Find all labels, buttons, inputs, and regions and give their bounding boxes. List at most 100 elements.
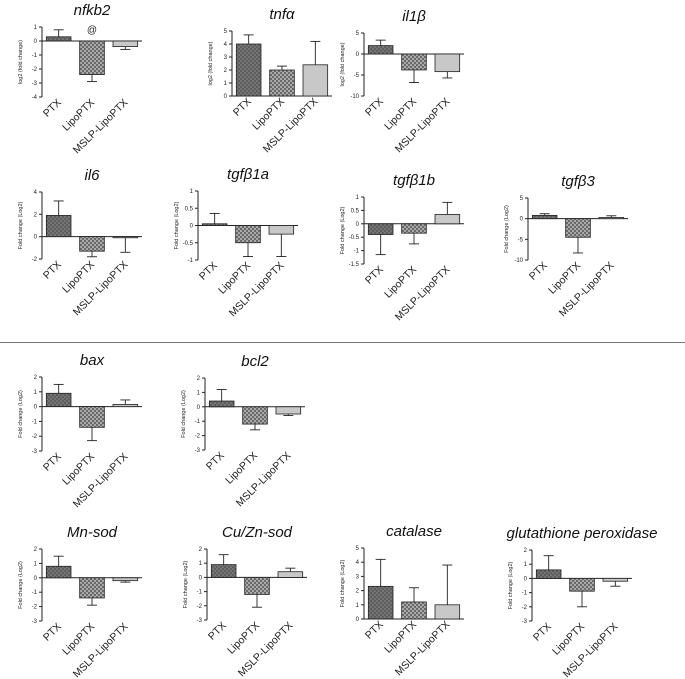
category-label: PTX — [531, 621, 554, 644]
y-tick-label: 0.5 — [351, 208, 360, 214]
category-label: PTX — [206, 620, 229, 643]
y-tick-label: -3 — [197, 618, 203, 624]
y-tick-label: 5 — [520, 196, 524, 202]
bar — [235, 225, 261, 244]
y-tick-label: 5 — [224, 29, 228, 35]
y-tick-label: 0 — [34, 235, 38, 241]
y-tick-label: 2 — [34, 547, 38, 553]
y-tick-label: 1 — [356, 603, 360, 609]
y-tick-label: 0.5 — [185, 206, 194, 212]
category-label: PTX — [363, 96, 386, 119]
y-tick-label: 0 — [199, 575, 203, 581]
category-label: PTX — [363, 619, 386, 642]
bar — [112, 236, 139, 239]
y-axis-label: Fold change (Log2) — [181, 390, 187, 438]
y-tick-label: 0 — [356, 222, 360, 228]
y-tick-label: -0.5 — [349, 235, 360, 241]
y-axis-label: Fold change (Log2) — [18, 201, 24, 249]
bar — [367, 45, 394, 55]
y-tick-label: -2 — [32, 257, 38, 263]
y-tick-label: -1 — [32, 53, 38, 59]
bar — [45, 392, 72, 407]
bar — [401, 223, 427, 234]
y-tick-label: 1 — [224, 81, 228, 87]
y-tick-label: -2 — [32, 434, 38, 440]
panel-title: tgfβ3 — [561, 173, 595, 190]
bar — [602, 578, 629, 582]
y-tick-label: -1 — [197, 590, 203, 596]
y-tick-label: -2 — [195, 434, 201, 440]
y-tick-label: -10 — [350, 94, 359, 100]
bar — [268, 225, 295, 235]
y-tick-label: 5 — [356, 546, 360, 552]
panel-5: tgfβ1b 1 0.5 0 -0.5 -1 -1.5 Fold change (Log2) P… — [340, 172, 464, 323]
y-tick-label: 2 — [197, 376, 201, 382]
bar — [112, 40, 139, 47]
bar — [367, 585, 394, 620]
y-tick-label: 0 — [524, 576, 528, 582]
y-tick-label: -1 — [522, 591, 528, 597]
panel-title: Cu/Zn-sod — [222, 524, 293, 541]
y-tick-label: 2 — [524, 548, 528, 554]
y-tick-label: 1 — [199, 561, 203, 567]
panel-title: bax — [80, 352, 105, 369]
y-tick-label: -1.5 — [349, 262, 360, 268]
category-label: PTX — [197, 260, 220, 283]
y-tick-label: -5 — [354, 73, 360, 79]
y-tick-label: 0 — [197, 405, 201, 411]
y-tick-label: 0 — [34, 576, 38, 582]
panel-title: tgfβ1a — [227, 166, 269, 183]
bar — [201, 223, 228, 226]
bar — [302, 64, 329, 97]
bar — [569, 578, 595, 592]
y-tick-label: 4 — [224, 42, 228, 48]
y-tick-label: -3 — [195, 448, 201, 454]
panel-title: Mn-sod — [67, 524, 118, 541]
y-tick-label: -5 — [518, 237, 524, 243]
bar — [45, 215, 72, 238]
y-tick-label: -2 — [32, 67, 38, 73]
y-tick-label: 4 — [356, 560, 360, 566]
bar — [367, 223, 394, 235]
bar — [242, 406, 268, 425]
y-tick-label: 2 — [34, 212, 38, 218]
y-axis-label: Fold change (Log2) — [174, 201, 180, 249]
y-tick-label: -3 — [32, 619, 38, 625]
y-tick-label: 1 — [34, 25, 38, 31]
bar — [434, 53, 461, 73]
bar — [45, 36, 72, 42]
bar — [235, 43, 262, 97]
bar — [277, 571, 304, 578]
panel-title: tnfα — [269, 6, 295, 23]
y-tick-label: 3 — [224, 55, 228, 61]
y-axis-label: Fold change (Log2) — [340, 559, 346, 607]
y-tick-label: -1 — [195, 419, 201, 425]
y-tick-label: 1 — [190, 189, 194, 195]
y-tick-label: 0 — [520, 217, 524, 223]
bar — [208, 400, 235, 408]
bar — [565, 218, 591, 238]
bar — [531, 214, 558, 220]
y-tick-label: 0 — [190, 224, 194, 230]
y-axis-label: Fold change (Log2) — [508, 561, 514, 609]
y-axis-label: log2 (fold change) — [340, 42, 346, 86]
panel-title: tgfβ1b — [393, 172, 435, 189]
y-tick-label: 1 — [524, 562, 528, 568]
y-tick-label: 0 — [224, 94, 228, 100]
bar — [535, 569, 562, 579]
bar — [79, 40, 105, 75]
y-tick-label: -4 — [32, 95, 38, 101]
bar — [79, 236, 105, 252]
bar — [45, 565, 72, 579]
y-axis-label: Fold change (Log2) — [340, 206, 346, 254]
bar — [401, 601, 427, 620]
